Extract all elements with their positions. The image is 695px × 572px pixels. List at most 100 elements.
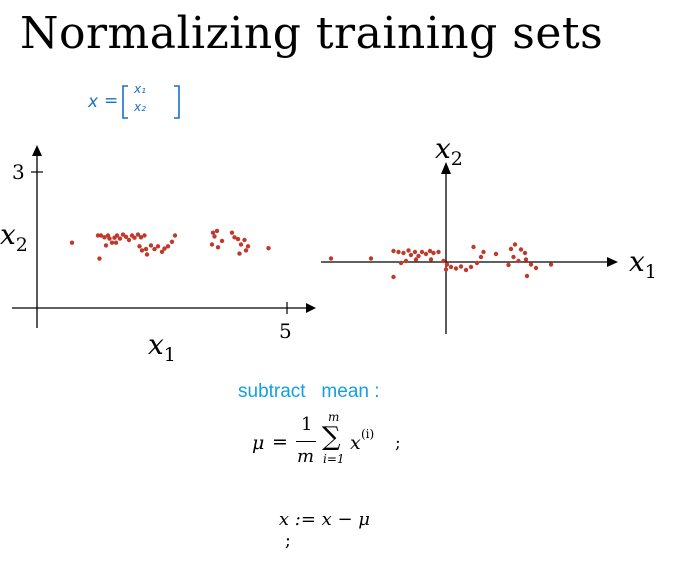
left-point-41 bbox=[238, 242, 244, 247]
left-points-group bbox=[69, 228, 271, 261]
slide: Normalizing training sets x = x₁ x₂ 3 5 … bbox=[0, 8, 657, 551]
slide-title: Normalizing training sets bbox=[20, 8, 604, 59]
right-point-41 bbox=[548, 262, 554, 267]
right-x-label-base: x bbox=[629, 245, 645, 278]
left-scatter-plot: 3 5 x1 x2 bbox=[0, 145, 316, 366]
right-point-36 bbox=[506, 262, 511, 268]
right-point-17 bbox=[413, 257, 419, 262]
left-point-4 bbox=[102, 235, 107, 240]
left-point-9 bbox=[114, 233, 120, 238]
left-point-16 bbox=[135, 232, 141, 237]
right-point-40 bbox=[524, 273, 530, 279]
right-point-14 bbox=[436, 249, 441, 255]
left-point-19 bbox=[103, 243, 109, 248]
right-point-11 bbox=[423, 251, 429, 257]
left-y-arrowhead-icon bbox=[32, 145, 42, 156]
left-point-13 bbox=[126, 237, 132, 243]
sum-upper-limit: m bbox=[328, 410, 340, 424]
right-point-29 bbox=[493, 251, 499, 257]
left-point-43 bbox=[245, 244, 251, 249]
left-point-3 bbox=[98, 233, 104, 238]
right-y-arrowhead-icon bbox=[441, 162, 451, 174]
left-point-23 bbox=[143, 246, 149, 252]
right-bracket-icon bbox=[174, 85, 180, 119]
right-point-15 bbox=[403, 258, 409, 264]
mu-equals: = bbox=[272, 431, 288, 453]
right-point-28 bbox=[481, 249, 486, 255]
left-x-label-sub: 1 bbox=[164, 344, 176, 366]
left-y-axis-label: x2 bbox=[0, 218, 28, 256]
left-point-24 bbox=[148, 243, 154, 248]
left-point-46 bbox=[266, 246, 271, 251]
right-point-38 bbox=[528, 262, 534, 267]
right-y-label-base: x bbox=[435, 132, 451, 165]
mean-formula: μ = 1 m m ∑ i=1 x (i) ; bbox=[252, 408, 422, 476]
fraction-denominator: m bbox=[297, 446, 315, 467]
right-point-27 bbox=[478, 254, 484, 260]
left-point-6 bbox=[107, 236, 112, 241]
term-x: x bbox=[350, 432, 361, 454]
right-x-axis-label: x1 bbox=[629, 245, 657, 283]
left-point-47 bbox=[97, 256, 102, 261]
left-point-17 bbox=[138, 235, 144, 240]
mu-semicolon: ; bbox=[395, 433, 401, 453]
left-point-26 bbox=[155, 244, 161, 249]
right-point-4 bbox=[396, 249, 401, 255]
right-x-arrowhead-icon bbox=[607, 257, 618, 267]
left-point-36 bbox=[209, 242, 215, 247]
left-point-28 bbox=[162, 246, 167, 251]
left-x-arrowhead-icon bbox=[306, 303, 316, 313]
left-y-tick-label: 3 bbox=[12, 160, 25, 184]
centering-expression: x := x − μ bbox=[278, 509, 371, 530]
left-point-31 bbox=[172, 233, 178, 238]
right-point-6 bbox=[406, 248, 411, 253]
left-point-27 bbox=[159, 249, 165, 254]
right-point-33 bbox=[522, 250, 528, 256]
right-point-30 bbox=[508, 246, 514, 252]
left-point-22 bbox=[139, 248, 145, 253]
right-x-label-sub: 1 bbox=[645, 261, 657, 283]
left-point-10 bbox=[117, 236, 123, 241]
mu-symbol: μ bbox=[252, 432, 265, 454]
centering-formula: x := x − μ ; bbox=[256, 488, 370, 572]
left-point-39 bbox=[232, 235, 237, 240]
left-point-37 bbox=[215, 245, 221, 250]
right-point-19 bbox=[441, 258, 446, 264]
left-point-21 bbox=[137, 244, 142, 249]
sum-lower-limit: i=1 bbox=[323, 452, 345, 466]
left-point-20 bbox=[113, 240, 119, 245]
left-point-12 bbox=[123, 234, 129, 239]
note-top-entry: x₁ bbox=[134, 82, 146, 96]
left-x-axis-label: x1 bbox=[148, 328, 176, 366]
right-point-32 bbox=[518, 247, 524, 252]
right-point-21 bbox=[448, 264, 454, 270]
note-bottom-entry: x₂ bbox=[134, 100, 146, 114]
left-point-44 bbox=[243, 248, 249, 253]
right-y-axis-label: x2 bbox=[435, 132, 463, 170]
left-x-tick-label: 5 bbox=[279, 319, 292, 343]
right-point-3 bbox=[391, 248, 396, 254]
left-point-34 bbox=[212, 234, 217, 239]
right-point-9 bbox=[416, 253, 421, 259]
right-point-5 bbox=[401, 250, 406, 256]
left-bracket-icon bbox=[122, 85, 128, 119]
left-point-32 bbox=[210, 230, 216, 235]
left-point-48 bbox=[144, 252, 150, 257]
right-point-8 bbox=[412, 249, 418, 255]
right-point-39 bbox=[533, 265, 539, 271]
note-brackets bbox=[122, 85, 180, 119]
left-point-40 bbox=[235, 236, 241, 242]
left-point-42 bbox=[242, 237, 247, 243]
left-point-25 bbox=[152, 246, 157, 252]
fraction-bar bbox=[296, 441, 316, 443]
left-point-38 bbox=[229, 230, 235, 235]
right-point-43 bbox=[443, 267, 449, 272]
right-point-20 bbox=[444, 262, 450, 267]
left-y-label-base: x bbox=[0, 218, 16, 251]
right-point-42 bbox=[391, 274, 396, 280]
right-point-22 bbox=[453, 266, 459, 271]
left-point-35 bbox=[219, 238, 225, 244]
left-y-label-sub: 2 bbox=[16, 234, 28, 256]
right-point-23 bbox=[458, 264, 464, 269]
right-point-2 bbox=[368, 256, 374, 261]
